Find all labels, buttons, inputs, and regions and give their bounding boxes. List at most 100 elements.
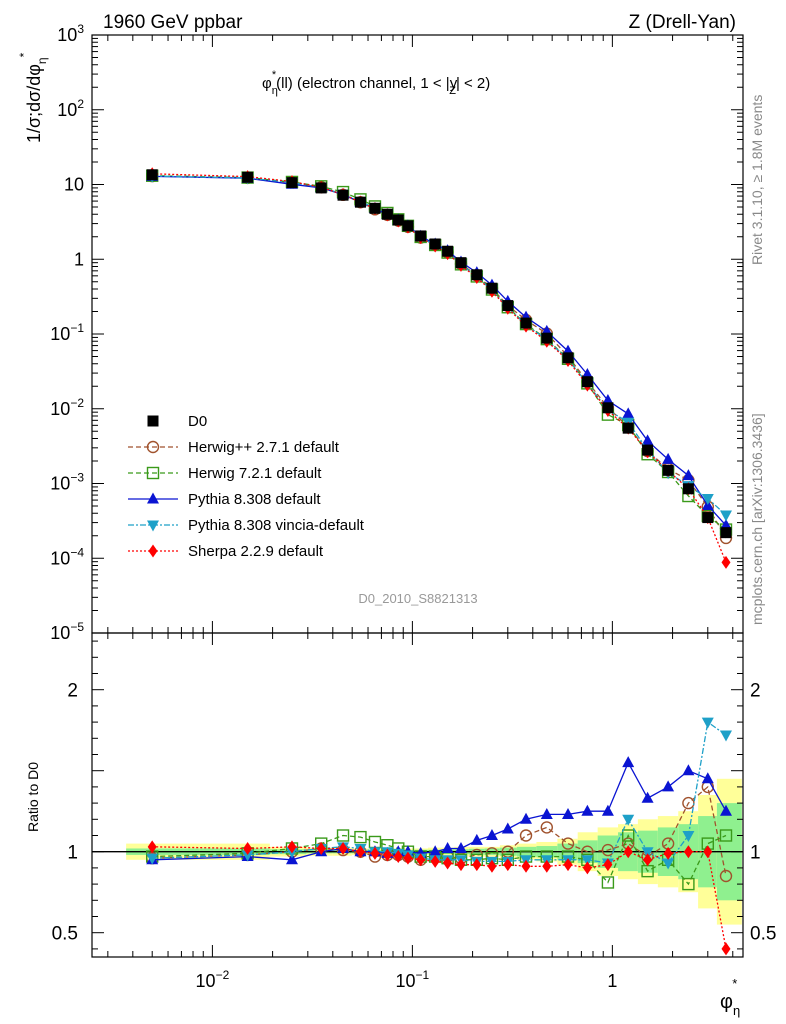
main-point-D0 — [502, 300, 514, 312]
y-tick-label: 102 — [57, 97, 84, 120]
legend-label-herwigpp: Herwig++ 2.7.1 default — [188, 439, 340, 456]
ratio-point-sherpa — [147, 840, 157, 854]
y-tick-label: 10−1 — [50, 321, 84, 344]
main-point-D0 — [381, 208, 393, 220]
ratio-point-sherpa — [430, 854, 440, 868]
main-point-D0 — [429, 238, 441, 250]
ratio-y-tick-label-right: 0.5 — [750, 924, 776, 945]
ratio-y-tick-label-right: 1 — [750, 843, 761, 864]
ratio-point-pythia — [701, 772, 714, 784]
ratio-point-herwig7 — [336, 829, 350, 842]
ratio-point-sherpa — [416, 853, 426, 867]
x-tick-label: 10−1 — [396, 968, 430, 991]
legend-marker-sherpa — [148, 544, 158, 558]
ratio-point-herwig7 — [622, 829, 635, 842]
x-axis-title: φη* — [720, 976, 740, 1018]
main-line-vincia — [152, 175, 727, 516]
ratio-point-sherpa — [338, 841, 348, 855]
ratio-y-axis-title: Ratio to D0 — [25, 762, 41, 832]
main-point-D0 — [337, 189, 349, 201]
ratio-point-herwigpp — [719, 869, 733, 883]
main-point-D0 — [602, 402, 614, 414]
legend-marker-pythia — [147, 492, 159, 504]
main-point-D0 — [662, 464, 674, 476]
ratio-point-pythia — [719, 804, 732, 816]
legend-label-D0: D0 — [188, 413, 207, 430]
ratio-point-pythia — [662, 780, 675, 792]
main-panel-series — [146, 167, 733, 569]
main-point-vincia — [719, 510, 732, 522]
ratio-point-vincia — [622, 814, 635, 826]
main-point-D0 — [402, 220, 414, 232]
ratio-y-tick-label: 2 — [67, 681, 78, 702]
ratio-point-herwigpp — [540, 821, 553, 834]
ratio-point-sherpa — [721, 942, 731, 956]
ratio-panel-series — [146, 717, 733, 956]
main-point-pythia — [682, 469, 695, 481]
main-point-D0 — [702, 512, 714, 524]
main-point-D0 — [442, 245, 454, 257]
legend-label-pythia: Pythia 8.308 default — [188, 491, 321, 508]
main-point-D0 — [354, 196, 366, 208]
main-point-vincia — [701, 493, 714, 505]
ratio-point-pythia — [429, 845, 442, 857]
ratio-point-sherpa — [393, 850, 403, 864]
ratio-point-pythia — [622, 756, 635, 768]
main-point-D0 — [315, 182, 327, 194]
ratio-point-vincia — [241, 850, 254, 862]
main-line-pythia — [152, 175, 727, 526]
ratio-line-pythia — [152, 761, 727, 861]
ratio-point-herwigpp — [519, 829, 533, 842]
main-point-D0 — [642, 444, 654, 456]
mcplots-label: mcplots.cern.ch [arXiv:1306.3436] — [749, 413, 765, 625]
ratio-point-sherpa — [603, 858, 613, 872]
legend-marker-D0 — [147, 415, 159, 427]
ratio-point-sherpa — [563, 858, 573, 872]
legend-label-vincia: Pythia 8.308 vincia-default — [188, 517, 365, 534]
main-point-D0 — [682, 483, 694, 495]
ratio-point-sherpa — [487, 859, 497, 873]
main-point-D0 — [541, 332, 553, 344]
axes: 10−2 10−1 110310210110−110−210−310−410−521… — [50, 22, 776, 991]
ratio-point-herwigpp — [682, 796, 695, 810]
ratio-point-pythia — [682, 764, 695, 776]
main-point-D0 — [146, 169, 158, 181]
ratio-point-vincia — [701, 717, 714, 729]
main-point-D0 — [286, 177, 298, 189]
x-tick-label: 1 — [607, 971, 617, 991]
y-tick-label: 10−4 — [50, 545, 84, 568]
ratio-point-vincia — [662, 858, 675, 870]
ratio-point-sherpa — [503, 858, 513, 872]
ratio-point-sherpa — [582, 861, 592, 875]
ratio-point-sherpa — [542, 859, 552, 873]
y-tick-label: 103 — [57, 22, 84, 45]
legend-marker-herwig7 — [146, 466, 160, 480]
main-line-herwig7 — [152, 175, 727, 531]
ratio-point-sherpa — [243, 841, 253, 855]
ratio-point-herwigpp — [561, 837, 575, 850]
ratio-point-sherpa — [623, 845, 633, 859]
ratio-point-herwig7 — [682, 877, 695, 891]
ratio-point-sherpa — [355, 845, 365, 859]
main-point-D0 — [581, 376, 593, 388]
main-point-D0 — [242, 171, 254, 183]
main-point-D0 — [369, 202, 381, 214]
ratio-point-pythia — [520, 812, 533, 824]
y-tick-label: 10−2 — [50, 396, 84, 419]
ratio-point-sherpa — [521, 859, 531, 873]
main-line-sherpa — [152, 173, 727, 563]
y-tick-label: 10−5 — [50, 620, 84, 643]
ratio-point-pythia — [501, 822, 514, 834]
y-tick-label: 1 — [74, 249, 84, 269]
main-point-D0 — [520, 317, 532, 329]
main-point-pythia — [641, 434, 654, 446]
ratio-point-sherpa — [703, 845, 713, 859]
ratio-y-tick-label: 0.5 — [52, 924, 78, 945]
legend: D0 Herwig++ 2.7.1 default Herwig 7.2.1 def… — [128, 413, 365, 560]
ratio-point-pythia — [470, 833, 483, 845]
ratio-point-sherpa — [663, 846, 673, 860]
ratio-point-sherpa — [643, 853, 653, 867]
ratio-y-tick-label: 1 — [67, 843, 78, 864]
analysis-id: D0_2010_S8821313 — [358, 591, 477, 606]
